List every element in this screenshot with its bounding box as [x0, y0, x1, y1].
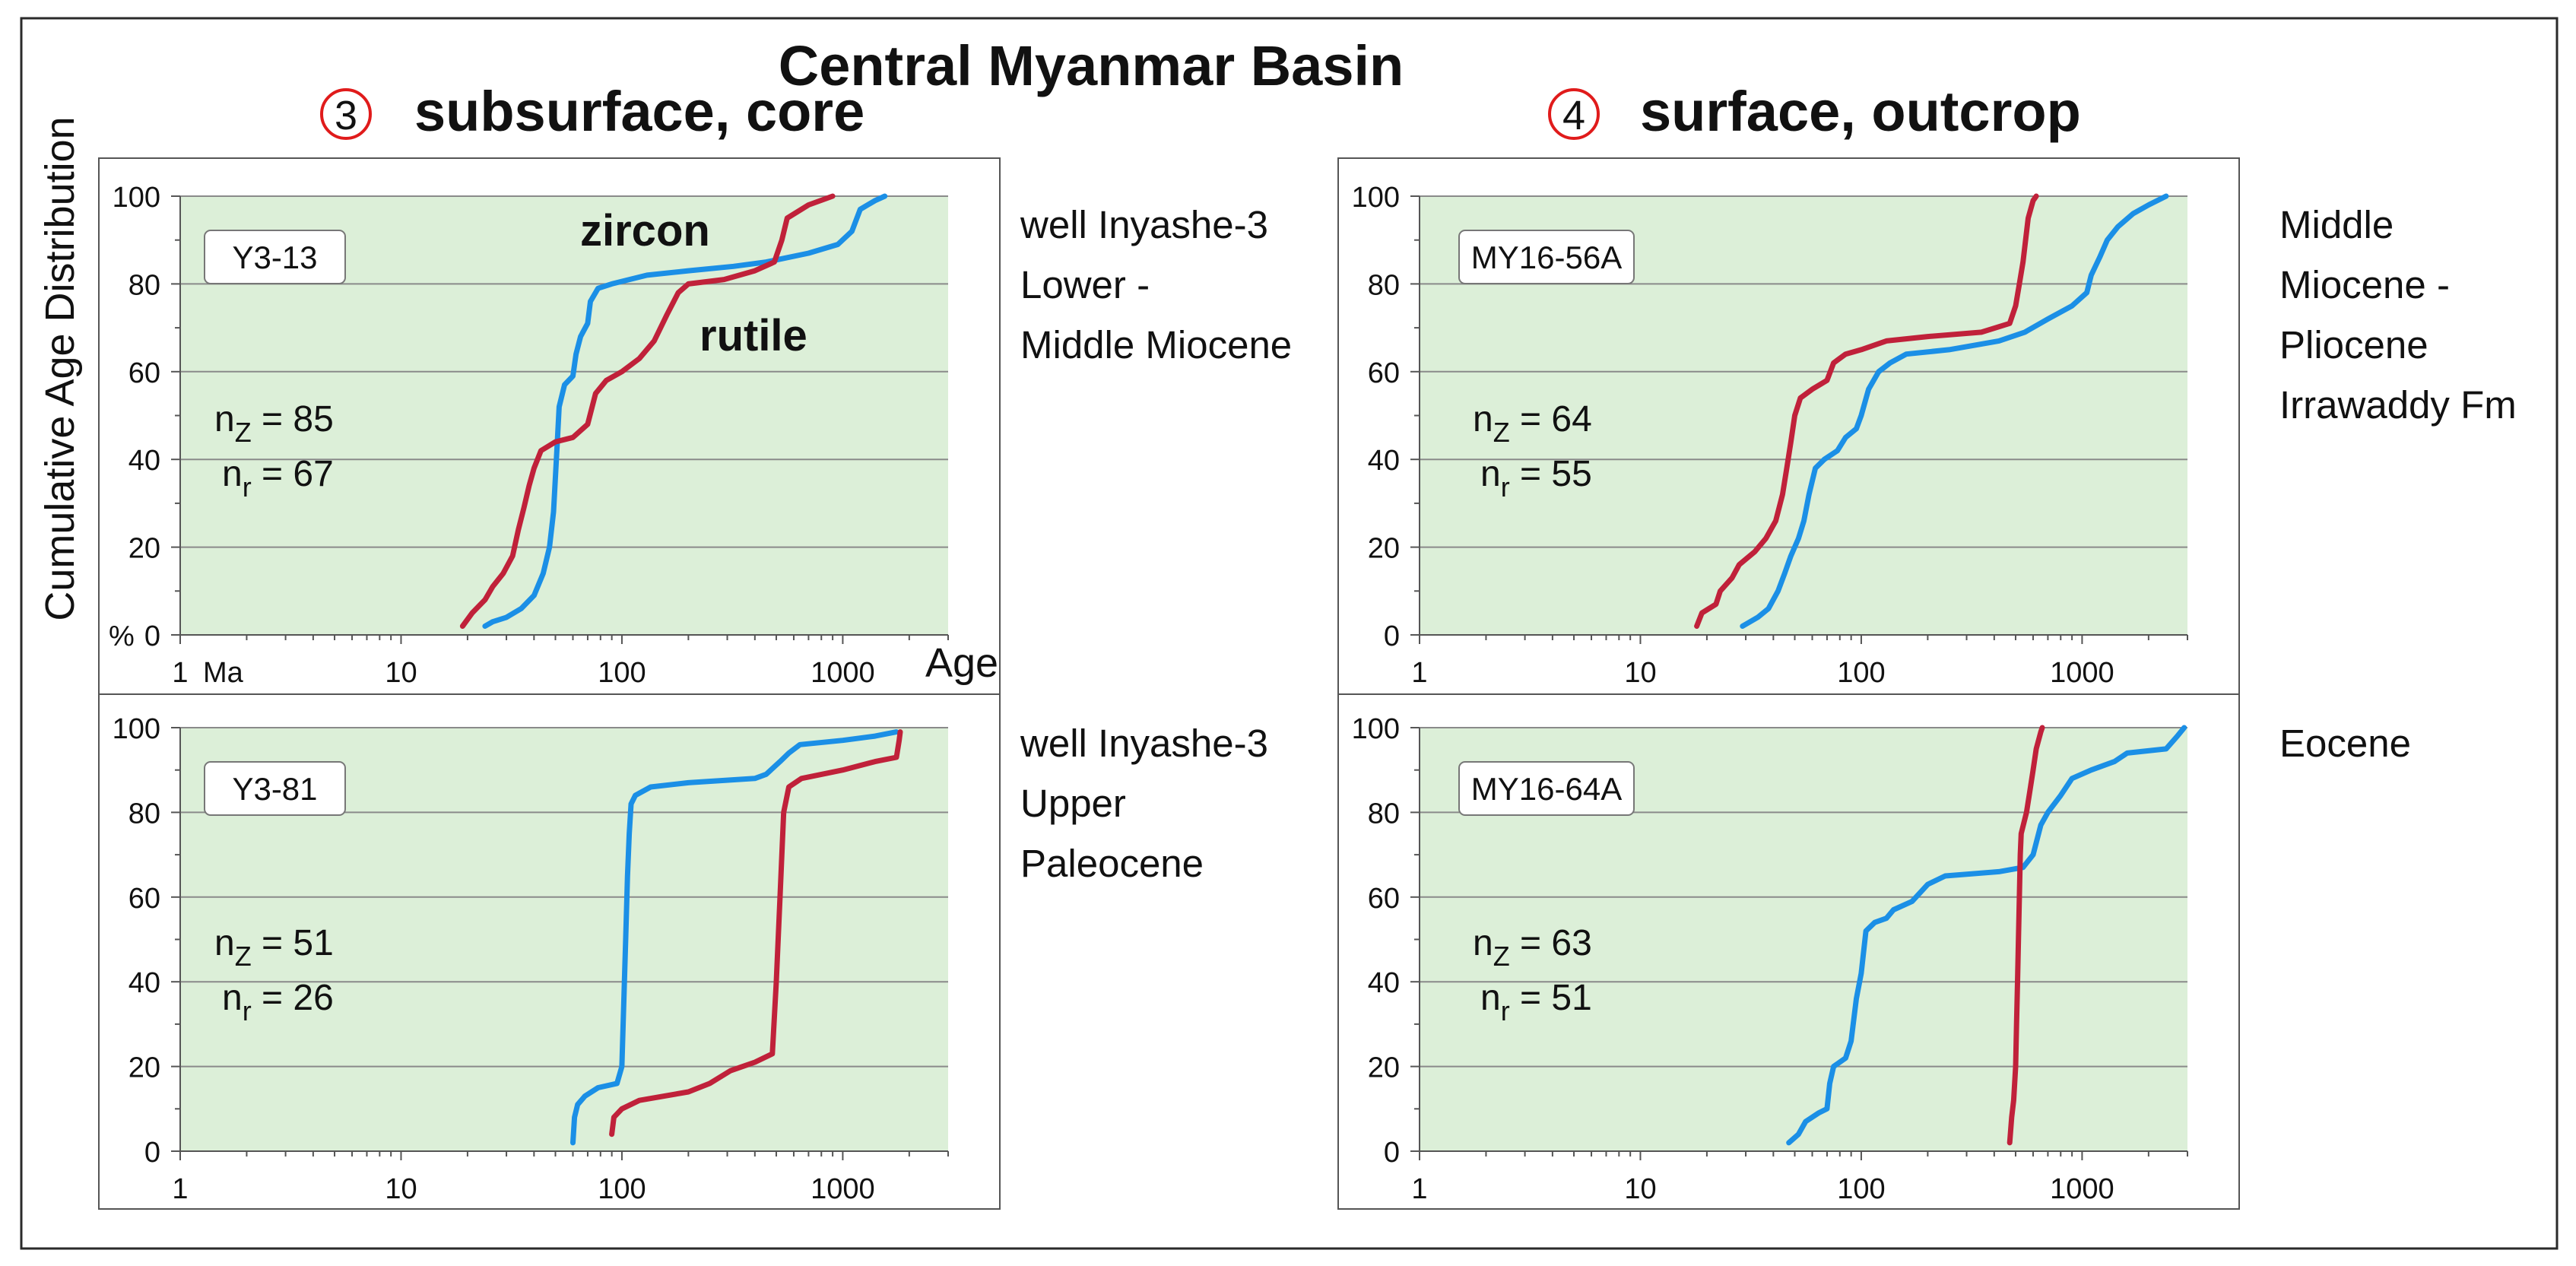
y-tick-label: 100 — [1352, 182, 1400, 214]
y-tick-label: 20 — [128, 533, 160, 565]
y-tick-label: 80 — [1368, 269, 1400, 301]
description-line: Paleocene — [1020, 842, 1204, 885]
x-tick-label: 10 — [385, 657, 417, 689]
n-zircon-annotation: nZ = 64 — [1473, 399, 1592, 448]
panel-y3-13: 0 20 40 60 80 100 1 10 100 1000 Y3-13 nZ = 85 nr = 6… — [98, 157, 1001, 695]
description-bottom-right: Eocene — [2279, 722, 2411, 765]
y-tick-label: 40 — [128, 967, 160, 999]
x-tick-label: 10 — [1624, 1173, 1656, 1205]
n-zircon-annotation: nZ = 51 — [214, 923, 334, 972]
x-tick-label: 10 — [1624, 657, 1656, 689]
n-rutile-annotation: nr = 67 — [222, 454, 334, 503]
column-marker-3: 3 — [335, 93, 357, 138]
y-tick-label: 100 — [113, 182, 160, 214]
y-tick-label: 40 — [128, 445, 160, 477]
sample-label-box — [204, 761, 346, 816]
sample-label-box — [1458, 761, 1635, 816]
percent-label: % — [109, 620, 135, 652]
y-tick-label: 80 — [128, 798, 160, 830]
y-tick-label: 0 — [144, 1137, 160, 1169]
n-rutile-annotation: nr = 51 — [1480, 978, 1592, 1026]
y-tick-label: 60 — [1368, 357, 1400, 389]
description-line: well Inyashe-3 — [1020, 722, 1268, 765]
description-top-left: well Inyashe-3 Lower - Middle Miocene — [1020, 203, 1292, 366]
panel-my16-64a: 0 20 40 60 80 100 1 10 100 1000 MY16-64A nZ = 63 nr … — [1337, 693, 2240, 1210]
zircon-series-label: zircon — [580, 206, 710, 255]
zircon-line — [482, 193, 888, 629]
description-line: Pliocene — [2279, 323, 2428, 366]
description-line: Eocene — [2279, 722, 2411, 765]
rutile-line — [1694, 193, 2039, 629]
sample-label: MY16-64A — [1471, 771, 1622, 807]
y-axis-label: Cumulative Age Distribution — [37, 116, 83, 620]
description-line: Middle Miocene — [1020, 323, 1292, 366]
description-top-right: Middle Miocene - Pliocene Irrawaddy Fm — [2279, 203, 2517, 427]
x-tick-label: 100 — [1837, 657, 1885, 689]
panel-y3-81: 0 20 40 60 80 100 1 10 100 1000 Y3-81 nZ = 51 nr = 2… — [98, 693, 1001, 1210]
y-tick-label: 100 — [113, 713, 160, 745]
column-label-subsurface: subsurface, core — [414, 80, 864, 143]
sample-label: Y3-13 — [232, 240, 317, 275]
panel-my16-56a: 0 20 40 60 80 100 1 10 100 1000 MY16-56A nZ = 64 nr … — [1337, 157, 2240, 695]
x-tick-label: 1000 — [2050, 657, 2114, 689]
rutile-series-label: rutile — [700, 311, 807, 360]
zircon-line — [1786, 725, 2187, 1146]
zircon-line — [1740, 193, 2169, 629]
column-label-surface: surface, outcrop — [1640, 80, 2081, 143]
figure-title: Central Myanmar Basin — [779, 34, 1404, 97]
description-line: Irrawaddy Fm — [2279, 383, 2517, 427]
x-tick-label: 100 — [598, 657, 646, 689]
n-rutile-annotation: nr = 26 — [222, 978, 334, 1026]
y-tick-label: 60 — [128, 883, 160, 915]
y-tick-label: 80 — [1368, 798, 1400, 830]
x-tick-label: 1 — [1411, 1173, 1427, 1205]
description-line: Lower - — [1020, 263, 1150, 306]
y-tick-label: 100 — [1352, 713, 1400, 745]
y-tick-label: 40 — [1368, 967, 1400, 999]
y-tick-label: 40 — [1368, 445, 1400, 477]
x-tick-label: 1 — [1411, 657, 1427, 689]
description-line: well Inyashe-3 — [1020, 203, 1268, 246]
x-tick-label: 10 — [385, 1173, 417, 1205]
y-tick-label: 0 — [144, 620, 160, 652]
x-tick-label: 1 — [172, 657, 188, 689]
y-tick-label: 20 — [1368, 533, 1400, 565]
y-tick-label: 0 — [1384, 1137, 1400, 1169]
y-tick-label: 20 — [128, 1052, 160, 1084]
sample-label: MY16-56A — [1471, 240, 1622, 275]
x-tick-label: 1000 — [811, 1173, 875, 1205]
rutile-line — [2007, 725, 2045, 1146]
zircon-line — [570, 729, 899, 1146]
description-line: Middle — [2279, 203, 2394, 246]
column-header-surface: 4 surface, outcrop — [1548, 80, 2081, 143]
description-bottom-left: well Inyashe-3 Upper Paleocene — [1020, 722, 1268, 885]
y-tick-label: 60 — [128, 357, 160, 389]
x-tick-label: 1000 — [811, 657, 875, 689]
y-tick-label: 0 — [1384, 620, 1400, 652]
x-tick-label: 1 — [172, 1173, 188, 1205]
n-rutile-annotation: nr = 55 — [1480, 454, 1592, 503]
x-axis-label: Age — [925, 640, 998, 686]
y-tick-label: 20 — [1368, 1052, 1400, 1084]
column-header-subsurface: 3 subsurface, core — [320, 80, 864, 143]
description-line: Miocene - — [2279, 263, 2450, 306]
column-marker-4: 4 — [1562, 93, 1585, 138]
x-tick-label: 100 — [1837, 1173, 1885, 1205]
x-tick-label: 1000 — [2050, 1173, 2114, 1205]
sample-label-box — [204, 230, 346, 284]
n-zircon-annotation: nZ = 63 — [1473, 923, 1592, 972]
rutile-line — [459, 193, 836, 629]
sample-label: Y3-81 — [232, 771, 317, 807]
x-tick-label: 100 — [598, 1173, 646, 1205]
y-tick-label: 80 — [128, 269, 160, 301]
circle-marker-4 — [1548, 88, 1600, 140]
n-zircon-annotation: nZ = 85 — [214, 399, 334, 448]
sample-label-box — [1458, 230, 1635, 284]
rutile-line — [609, 729, 903, 1137]
description-line: Upper — [1020, 782, 1126, 825]
circle-marker-3 — [320, 88, 372, 140]
y-tick-label: 60 — [1368, 883, 1400, 915]
x-unit-label: Ma — [203, 657, 244, 689]
